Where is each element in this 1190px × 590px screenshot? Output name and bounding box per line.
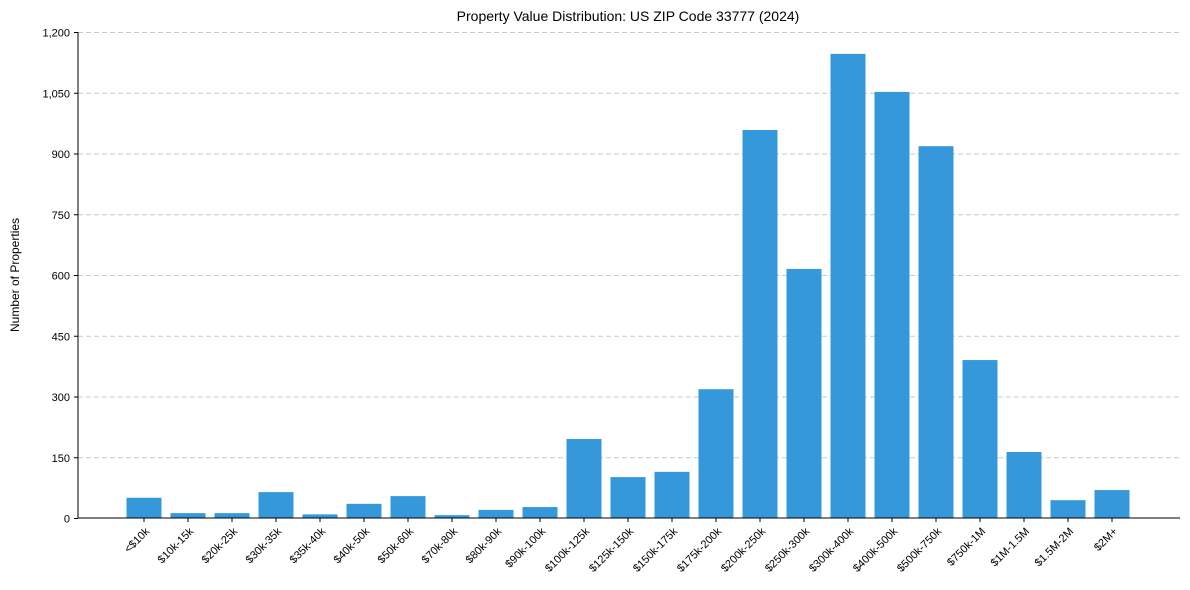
bar (126, 497, 162, 518)
bar (170, 513, 206, 518)
bar (434, 515, 470, 518)
x-tick-label: <$10k (122, 525, 152, 555)
x-tick-label: $10k-15k (156, 525, 197, 566)
y-axis-label: Number of Properties (8, 218, 22, 332)
x-tick-label: $90k-100k (503, 525, 548, 570)
bar (1094, 490, 1130, 518)
bar (918, 146, 954, 518)
bar (566, 439, 602, 518)
y-tick-label: 750 (52, 210, 70, 222)
bar (874, 91, 910, 518)
bar (610, 477, 646, 518)
x-tick-label: $20k-25k (200, 525, 241, 566)
y-tick-label: 1,200 (42, 28, 70, 40)
chart-title: Property Value Distribution: US ZIP Code… (457, 8, 800, 24)
x-tick-label: $35k-40k (288, 525, 329, 566)
bar (346, 503, 382, 518)
x-tick-label: $125k-150k (587, 525, 636, 574)
x-tick-label: $175k-200k (675, 525, 724, 574)
bar (302, 514, 338, 518)
x-tick-label: $50k-60k (376, 525, 417, 566)
x-tick-label: $70k-80k (420, 525, 461, 566)
x-tick-label: $150k-175k (631, 525, 680, 574)
x-tick-label: $200k-250k (719, 525, 768, 574)
x-tick-label: $40k-50k (332, 525, 373, 566)
bar (786, 268, 822, 518)
x-tick-label: $2M+ (1092, 526, 1120, 554)
x-tick-label: $100k-125k (543, 525, 592, 574)
x-tick-label: $30k-35k (244, 525, 285, 566)
x-tick-label: $80k-90k (464, 525, 505, 566)
bar (962, 360, 998, 518)
y-tick-label: 900 (52, 149, 70, 161)
x-tick-label: $250k-300k (763, 525, 812, 574)
x-tick-label: $1.5M-2M (1033, 526, 1077, 570)
x-tick-label: $750k-1M (945, 526, 988, 569)
bar (698, 389, 734, 518)
bar (214, 513, 250, 518)
y-tick-label: 300 (52, 392, 70, 404)
y-tick-label: 150 (52, 453, 70, 465)
bar (830, 53, 866, 519)
bar (654, 471, 690, 518)
bar (1006, 451, 1042, 518)
x-tick-label: $400k-500k (851, 525, 900, 574)
bar (258, 492, 294, 518)
x-tick-label: $1M-1.5M (989, 526, 1033, 570)
bar (522, 507, 558, 518)
y-tick-label: 450 (52, 331, 70, 343)
y-tick-label: 0 (64, 514, 70, 526)
bar (1050, 500, 1086, 518)
y-tick-label: 600 (52, 271, 70, 283)
x-tick-label: $500k-750k (895, 525, 944, 574)
bar (478, 509, 514, 518)
bar (390, 496, 426, 518)
x-tick-label: $300k-400k (807, 525, 856, 574)
y-tick-label: 1,050 (42, 88, 70, 100)
bar (742, 130, 778, 518)
